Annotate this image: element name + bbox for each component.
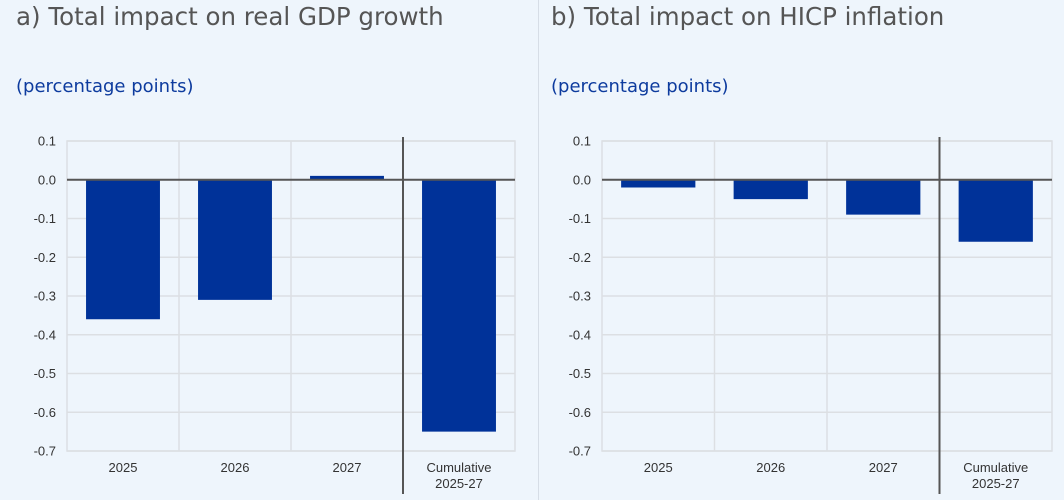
x-category-label: 2025 [644, 460, 673, 475]
bar-2027 [310, 175, 384, 180]
y-tick-label: -0.2 [34, 250, 56, 265]
panel-divider [538, 0, 539, 500]
y-tick-label: -0.6 [34, 405, 56, 420]
x-category-label: Cumulative [426, 460, 491, 475]
chart-subtitle: (percentage points) [551, 76, 729, 97]
y-tick-label: -0.5 [34, 366, 56, 381]
y-tick-label: -0.5 [569, 366, 591, 381]
y-tick-label: -0.3 [569, 289, 591, 304]
x-category-label: 2027 [869, 460, 898, 475]
bar-2026 [198, 179, 272, 300]
chart-subtitle: (percentage points) [16, 76, 194, 97]
bar-2026 [733, 179, 808, 200]
bar-2027 [846, 179, 921, 215]
panel-gdp-growth: a) Total impact on real GDP growth (perc… [16, 2, 516, 494]
bar-cumulative [958, 179, 1033, 242]
x-category-label: 2027 [333, 460, 362, 475]
y-tick-label: -0.4 [569, 327, 591, 342]
x-category-label: 2026 [221, 460, 250, 475]
x-category-label: 2025-27 [435, 476, 483, 491]
y-tick-label: 0.1 [38, 134, 56, 149]
x-category-label: Cumulative [963, 460, 1028, 475]
chart-title: b) Total impact on HICP inflation [551, 2, 945, 31]
panel-hicp-inflation: b) Total impact on HICP inflation (perce… [539, 0, 1064, 500]
x-category-label: 2025 [109, 460, 138, 475]
y-tick-label: -0.3 [34, 289, 56, 304]
gdp-bar-chart: 0.1 0.0 -0.1 -0.2 -0.3 -0.4 -0.5 -0.6 -0.7 2025 20… [34, 134, 516, 494]
y-tick-label: -0.1 [569, 211, 591, 226]
y-tick-label: -0.2 [569, 250, 591, 265]
hicp-bar-chart: 0.1 0.0 -0.1 -0.2 -0.3 -0.4 -0.5 -0.6 -0.7 2025 20… [569, 134, 1053, 494]
y-tick-label: 0.0 [573, 172, 591, 187]
x-category-label: 2025-27 [972, 476, 1020, 491]
chart-title: a) Total impact on real GDP growth [16, 2, 444, 31]
x-category-label: 2026 [756, 460, 785, 475]
y-tick-label: -0.7 [569, 444, 591, 459]
y-tick-label: -0.4 [34, 327, 56, 342]
y-tick-label: 0.0 [38, 172, 56, 187]
bar-cumulative [422, 179, 496, 432]
y-tick-label: -0.1 [34, 211, 56, 226]
bar-2025 [621, 179, 696, 188]
bar-2025 [86, 179, 160, 320]
y-tick-label: 0.1 [573, 134, 591, 149]
y-tick-label: -0.6 [569, 405, 591, 420]
y-tick-label: -0.7 [34, 444, 56, 459]
